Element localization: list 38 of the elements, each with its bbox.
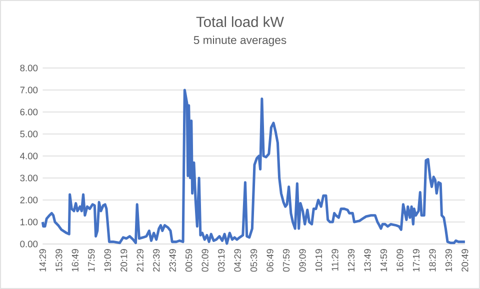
x-tick-label: 11:29 <box>332 249 338 271</box>
x-tick-label: 07:59 <box>282 249 290 272</box>
x-tick-label: 13:49 <box>364 249 371 272</box>
y-tick-label: 8.00 <box>20 64 38 72</box>
y-tick-label: 4.00 <box>20 152 38 160</box>
x-tick-label: 17:19 <box>412 249 420 272</box>
x-tick-label: 16:09 <box>396 249 404 272</box>
y-tick-label: 5.00 <box>20 130 38 138</box>
x-tick-label: 03:19 <box>218 249 225 272</box>
y-tick-label: 7.00 <box>20 86 38 94</box>
x-tick-label: 02:09 <box>202 249 208 272</box>
x-tick-label: 21:29 <box>136 249 144 272</box>
x-tick-label: 14:59 <box>380 249 388 272</box>
x-tick-label: 14:29 <box>39 249 46 272</box>
x-tick-label: 18:29 <box>429 249 436 272</box>
x-tick-label: 15:39 <box>56 249 62 272</box>
x-tick-label: 06:49 <box>266 249 274 272</box>
y-tick-label: 2.00 <box>20 196 38 204</box>
x-tick-label: 20:19 <box>120 249 128 272</box>
x-tick-label: 05:39 <box>250 249 258 272</box>
x-tick-label: 23:49 <box>169 249 176 272</box>
chart-title: Total load kW <box>196 16 284 28</box>
x-tick-label: 10:19 <box>315 249 322 272</box>
y-tick-label: 1.00 <box>20 218 38 226</box>
x-tick-label: 12:39 <box>348 249 355 272</box>
x-tick-label: 17:59 <box>88 249 95 272</box>
x-tick-label: 22:39 <box>153 249 160 272</box>
x-tick-label: 19:39 <box>445 249 452 272</box>
chart-subtitle: 5 minute averages <box>194 36 286 46</box>
x-tick-label: 09:09 <box>299 249 306 272</box>
y-tick-label: 0.00 <box>20 240 38 248</box>
x-tick-label: 20:49 <box>462 249 468 272</box>
y-tick-label: 6.00 <box>20 108 38 116</box>
x-tick-label: 04:29 <box>234 249 241 272</box>
y-tick-label: 3.00 <box>20 174 38 182</box>
x-tick-label: 00:59 <box>186 249 192 272</box>
x-tick-label: 19:09 <box>104 249 111 272</box>
x-tick-label: 16:49 <box>72 249 78 272</box>
